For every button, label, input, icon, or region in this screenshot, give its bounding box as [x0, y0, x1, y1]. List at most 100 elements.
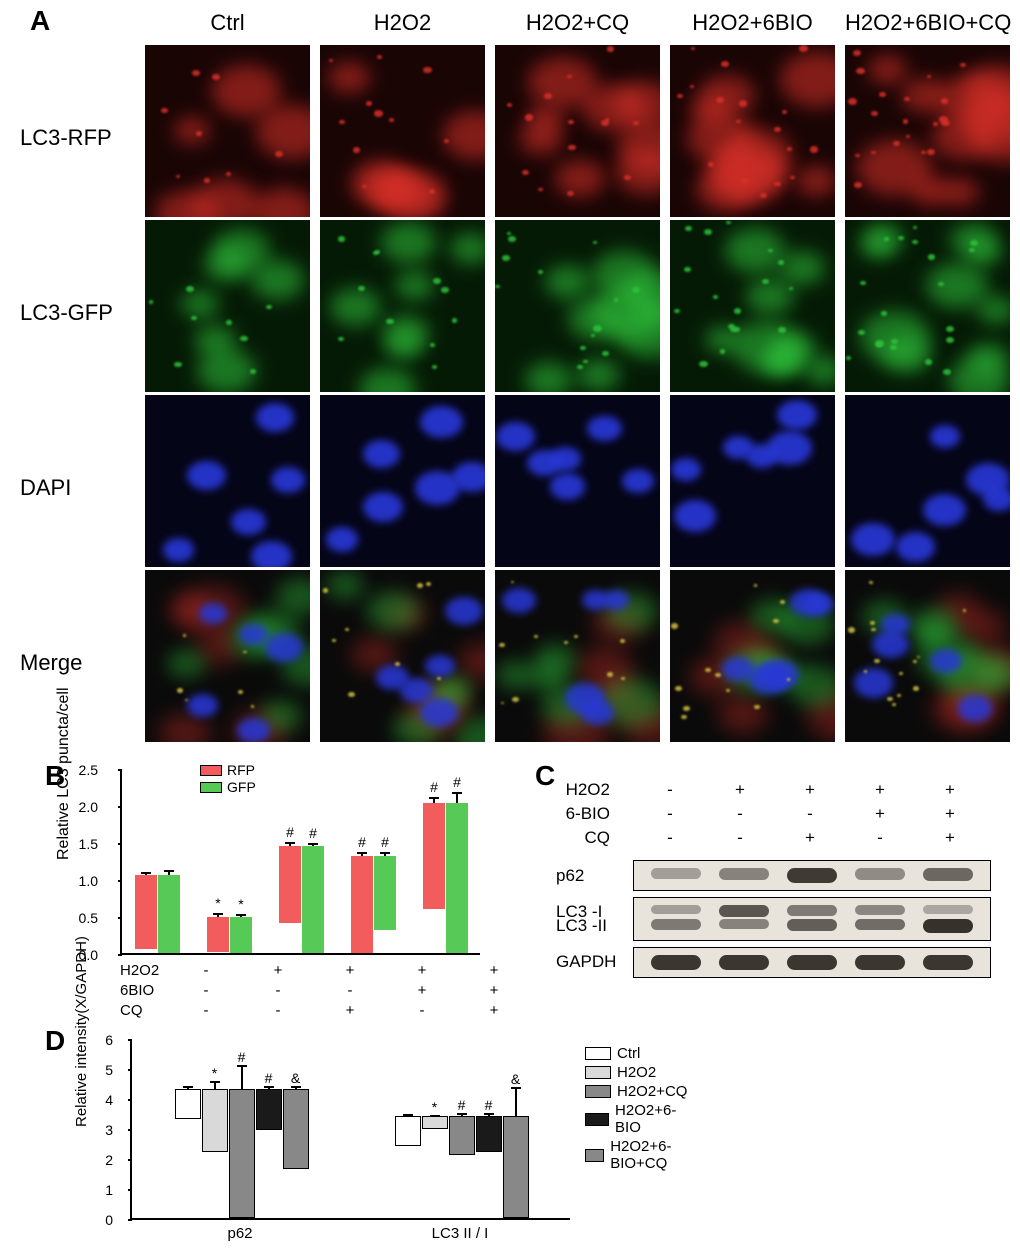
blot-band: [923, 868, 973, 881]
panel-b-ylabel: Relative LC3 puncta/cell: [55, 687, 73, 860]
blot-band: [787, 868, 837, 883]
blot-header-cell: +: [705, 780, 775, 800]
microscopy-image: [670, 220, 835, 392]
panel-b-plot-area: **######: [120, 770, 480, 955]
microscopy-image: [845, 220, 1010, 392]
blot-band: [787, 905, 837, 915]
row-label: LC3-RFP: [20, 50, 140, 225]
bar: #: [351, 856, 373, 953]
panel-a-col-headers: CtrlH2O2H2O2+CQH2O2+6BIOH2O2+6BIO+CQ: [145, 10, 1010, 36]
blot-band: [719, 868, 769, 880]
y-tick-label: 3: [105, 1122, 113, 1138]
blot-header-cell: -: [775, 804, 845, 824]
microscopy-image: [495, 45, 660, 217]
blot-header-cell: -: [635, 828, 705, 848]
legend-label: H2O2+CQ: [617, 1083, 687, 1100]
microscopy-image: [320, 395, 485, 567]
blot-band: [855, 955, 905, 970]
legend-label: Ctrl: [617, 1045, 640, 1062]
blot-header-cell: +: [915, 804, 985, 824]
bar: #: [446, 803, 468, 953]
xtable-cell: -: [170, 1002, 242, 1019]
panel-c-label: C: [535, 760, 555, 792]
microscopy-image: [670, 395, 835, 567]
microscopy-image: [495, 395, 660, 567]
microscopy-image: [495, 220, 660, 392]
microscopy-image: [145, 220, 310, 392]
microscopy-image: [320, 45, 485, 217]
blot-band: [651, 919, 701, 929]
col-header: H2O2+6BIO+CQ: [845, 10, 1010, 36]
xtable-cell: +: [458, 962, 530, 979]
legend-label: H2O2+6-BIO+CQ: [610, 1138, 695, 1172]
x-group-label: p62: [227, 1225, 252, 1242]
legend-swatch: [585, 1047, 611, 1060]
xtable-cell: +: [386, 962, 458, 979]
blot-band: [855, 868, 905, 880]
blot-band: [787, 955, 837, 970]
microscopy-image: [320, 220, 485, 392]
y-tick-label: 5: [105, 1062, 113, 1078]
bar: [158, 875, 180, 953]
panel-d-chart: Relative intensity(X/GAPDH) 0123456 *##&…: [75, 1035, 695, 1250]
bar: [135, 875, 157, 949]
blot-band: [923, 919, 973, 933]
xtable-cell: -: [170, 962, 242, 979]
legend-label: RFP: [227, 762, 255, 778]
xtable-cell: -: [170, 982, 242, 999]
xtable-cell: -: [386, 1002, 458, 1019]
bar: #: [302, 846, 324, 953]
panel-a-label: A: [30, 5, 50, 37]
blot-header-cell: -: [635, 780, 705, 800]
blot-header-label: H2O2: [555, 780, 635, 800]
col-header: H2O2+CQ: [495, 10, 660, 36]
microscopy-image: [145, 395, 310, 567]
blot-band: [855, 919, 905, 930]
bar: #: [476, 1116, 502, 1152]
blot-header-label: 6-BIO: [555, 804, 635, 824]
blot-header-cell: +: [775, 828, 845, 848]
microscopy-image: [845, 570, 1010, 742]
xtable-row-label: 6BIO: [120, 982, 170, 999]
col-header: H2O2+6BIO: [670, 10, 835, 36]
blot-band: [651, 955, 701, 970]
legend-swatch: [585, 1066, 611, 1079]
legend-label: H2O2+6-BIO: [615, 1102, 695, 1136]
blot-header-cell: +: [915, 828, 985, 848]
microscopy-image: [845, 45, 1010, 217]
y-tick-label: 0: [105, 1212, 113, 1228]
blot-header-cell: -: [635, 804, 705, 824]
microscopy-image: [495, 570, 660, 742]
blot-header-cell: +: [845, 804, 915, 824]
blot-header-cell: -: [705, 828, 775, 848]
bar: #: [256, 1089, 282, 1130]
xtable-row-label: H2O2: [120, 962, 170, 979]
bar: [175, 1089, 201, 1119]
y-tick-label: 2: [105, 1152, 113, 1168]
panel-d-ylabel: Relative intensity(X/GAPDH): [73, 936, 90, 1127]
legend-label: H2O2: [617, 1064, 656, 1081]
blot-label: p62: [556, 866, 626, 886]
panel-d-legend: Ctrl H2O2 H2O2+CQ H2O2+6-BIOH2O2+6-BIO+CQ: [585, 1045, 695, 1172]
blot-band: [651, 868, 701, 879]
xtable-cell: +: [314, 962, 386, 979]
xtable-cell: +: [242, 962, 314, 979]
microscopy-image: [670, 570, 835, 742]
blot-band: [923, 905, 973, 913]
bar: *: [207, 917, 229, 951]
row-label: DAPI: [20, 400, 140, 575]
bar: #: [279, 846, 301, 922]
panel-a-image-grid: [145, 45, 1010, 742]
microscopy-image: [145, 570, 310, 742]
blot-header-cell: -: [845, 828, 915, 848]
bar: #: [374, 856, 396, 930]
blot-band: [719, 919, 769, 929]
legend-swatch: [585, 1085, 611, 1098]
microscopy-image: [845, 395, 1010, 567]
blot-band: [719, 955, 769, 970]
microscopy-image: [320, 570, 485, 742]
col-header: H2O2: [320, 10, 485, 36]
y-tick-label: 1: [105, 1182, 113, 1198]
xtable-cell: -: [314, 982, 386, 999]
legend-swatch: [585, 1149, 604, 1162]
